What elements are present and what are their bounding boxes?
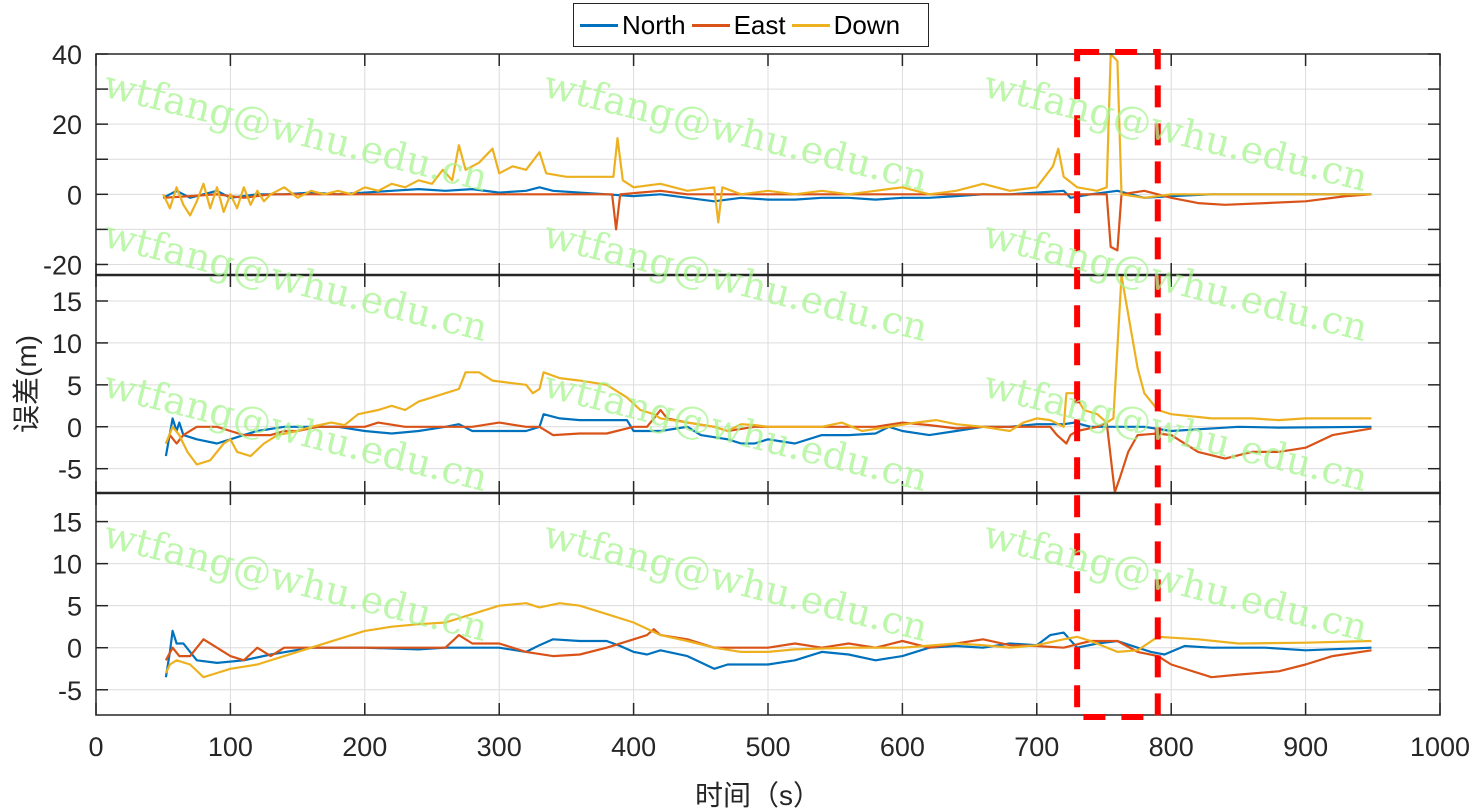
x-tick-label: 800	[1149, 732, 1194, 762]
y-tick-label: 10	[52, 329, 82, 359]
x-tick-label: 1000	[1410, 732, 1470, 762]
y-tick-label: 15	[52, 287, 82, 317]
y-axis-label: 误差(m)	[11, 335, 42, 433]
x-axis-label: 时间（s）	[695, 780, 821, 811]
y-tick-label: 0	[67, 413, 82, 443]
x-tick-label: 100	[208, 732, 253, 762]
y-tick-label: 20	[52, 110, 82, 140]
y-tick-label: 40	[52, 40, 82, 70]
legend-item-down: Down	[791, 9, 901, 41]
legend-label: North	[622, 9, 686, 40]
series-line-north-panel-2	[164, 413, 1372, 457]
legend-swatch-north	[580, 23, 618, 27]
y-tick-label: 5	[67, 592, 82, 622]
x-tick-label: 700	[1014, 732, 1059, 762]
x-tick-label: 600	[880, 732, 925, 762]
y-tick-label: 15	[52, 508, 82, 538]
series-line-east-panel-3	[164, 628, 1372, 679]
series-line-down-panel-1	[162, 52, 1372, 224]
series-line-down-panel-3	[164, 602, 1372, 679]
legend-swatch-east	[691, 23, 730, 27]
series-line-north-panel-3	[164, 629, 1372, 678]
x-tick-label: 0	[88, 732, 103, 762]
x-tick-label: 500	[745, 732, 790, 762]
legend-label: East	[733, 9, 786, 40]
x-tick-label: 900	[1283, 732, 1328, 762]
y-tick-label: -5	[58, 455, 82, 485]
legend-item-north: North	[580, 10, 686, 41]
x-tick-label: 200	[342, 732, 387, 762]
highlight-region	[1074, 49, 1161, 720]
x-tick-label: 400	[611, 732, 656, 762]
y-tick-label: -20	[43, 250, 82, 280]
y-tick-label: 5	[67, 371, 82, 401]
legend: North East Down	[573, 3, 929, 47]
legend-swatch-down	[791, 23, 830, 27]
series-line-east-panel-1	[163, 189, 1372, 252]
x-tick-label: 300	[477, 732, 522, 762]
legend-label: Down	[833, 9, 901, 40]
y-tick-label: 10	[52, 550, 82, 580]
legend-item-east: East	[691, 9, 786, 41]
y-tick-label: 0	[67, 634, 82, 664]
y-tick-label: -5	[58, 676, 82, 706]
series-line-down-panel-2	[164, 274, 1372, 466]
y-tick-label: 0	[67, 180, 82, 210]
